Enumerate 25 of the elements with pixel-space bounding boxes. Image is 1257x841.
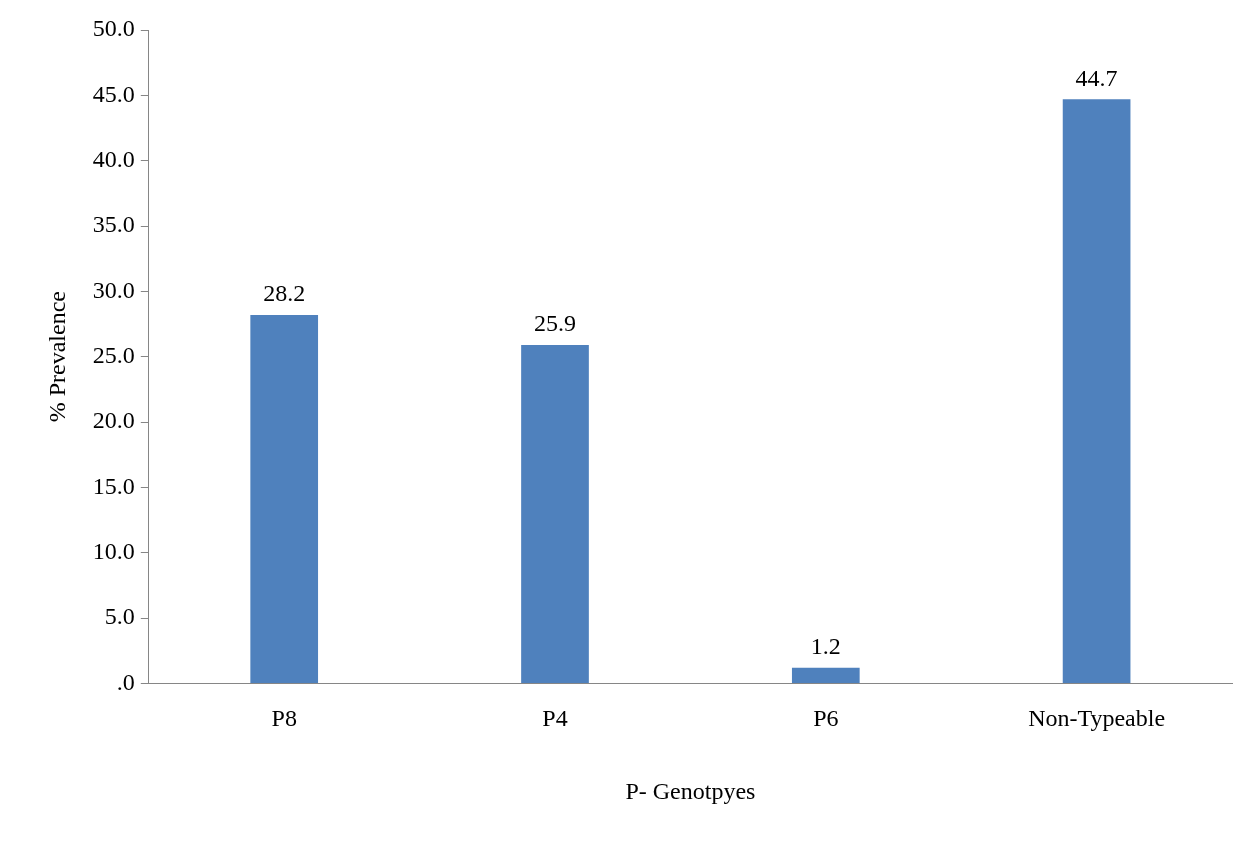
bar: [1062, 99, 1131, 683]
x-tick-label: P4: [542, 705, 568, 732]
y-tick-label: 45.0: [92, 80, 135, 107]
data-label: 44.7: [1075, 64, 1118, 91]
x-tick-label: Non-Typeable: [1028, 705, 1166, 732]
y-tick-label: 20.0: [92, 407, 135, 434]
y-tick-label: 25.0: [92, 342, 135, 368]
y-tick-label: 30.0: [92, 276, 135, 303]
y-tick-label: .0: [116, 668, 135, 695]
data-label: 25.9: [534, 310, 576, 337]
y-tick-label: 15.0: [92, 472, 135, 499]
bar: [791, 667, 860, 683]
x-tick-label: P6: [813, 705, 839, 732]
y-tick-label: 10.0: [92, 538, 135, 565]
data-label: 28.2: [263, 280, 306, 307]
bar: [521, 344, 589, 683]
bar: [250, 314, 319, 683]
x-axis-title: P- Genotpyes: [625, 777, 756, 804]
x-tick-label: P8: [271, 705, 297, 732]
y-tick-label: 35.0: [92, 211, 135, 238]
y-axis-title: % Prevalence: [43, 291, 70, 423]
data-label: 1.2: [810, 633, 841, 660]
y-tick-label: 40.0: [92, 145, 135, 172]
y-tick-label: 5.0: [104, 603, 135, 630]
y-tick-label: 50.0: [92, 15, 135, 42]
